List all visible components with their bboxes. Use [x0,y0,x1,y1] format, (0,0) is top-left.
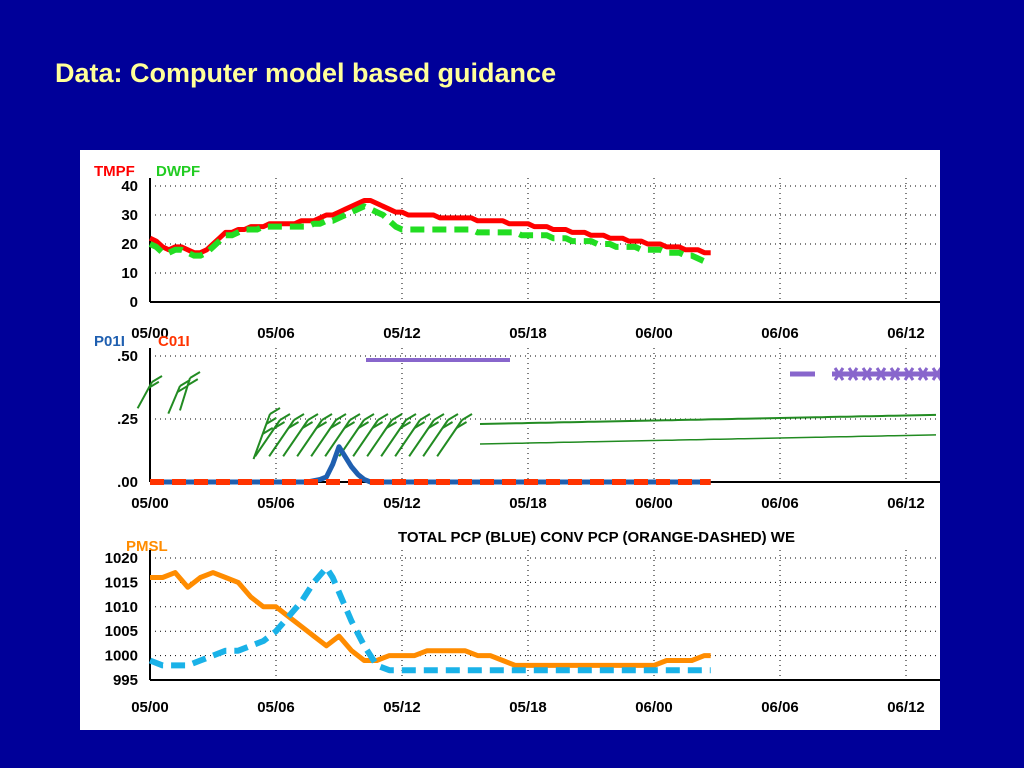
y-tick-label: 10 [121,265,138,282]
pressure-lines [148,564,711,674]
wind-barb [282,413,319,457]
wind-barb [136,375,163,409]
cloud-marker-x [847,367,859,381]
x-tick-label: 05/18 [509,495,547,512]
series-line-tmpf [148,198,711,256]
cloud-marker-x [917,367,929,381]
wind-barb-band [479,413,937,425]
wind-barb [167,379,191,415]
x-tick-label: 05/18 [509,325,547,342]
temperature-lines [148,198,712,268]
wind-barb [252,407,281,460]
cloud-marker-x [931,367,940,381]
x-tick-label: 05/12 [383,699,421,716]
legend-dwpf: DWPF [156,163,200,180]
precip-panel: P01I C01I .00 .25 .50 05/00 05/06 05/12 05/18… [94,333,940,512]
series-line-dwpf [148,203,712,268]
y-tick-label: 0 [130,294,138,311]
precip-x-ticks: 05/00 05/06 05/12 05/18 06/00 06/06 06/12 [131,495,925,512]
x-tick-label: 05/00 [131,495,169,512]
pressure-panel: PMSL TOTAL PCP (BLUE) CONV PCP (ORANGE-D… [105,529,940,716]
temperature-panel: TMPF DWPF 0 10 20 30 40 05/00 05/06 05/12 05/18… [94,163,940,342]
precip-y-ticks: .00 .25 .50 [117,348,138,491]
x-tick-label: 05/00 [131,325,169,342]
cloud-marker-x [833,367,845,381]
wind-barb [422,413,459,457]
precip-grid [149,348,940,483]
wind-barb [296,413,333,457]
x-tick-label: 06/06 [761,699,799,716]
temperature-y-ticks: 0 10 20 30 40 [121,178,138,311]
temperature-grid [149,178,940,303]
wind-barb [380,413,417,457]
legend-c01i: C01I [158,333,190,350]
wind-barb [268,413,305,457]
pressure-x-ticks: 05/00 05/06 05/12 05/18 06/00 06/06 06/12 [131,699,925,716]
y-tick-label: 1020 [105,550,138,567]
pressure-annotation: TOTAL PCP (BLUE) CONV PCP (ORANGE-DASHED… [398,529,795,546]
wind-barb [310,413,347,457]
y-tick-label: 40 [121,178,138,195]
legend-pmsl: PMSL [126,538,168,555]
y-tick-label: 1005 [105,623,138,640]
y-tick-label: 995 [113,672,138,689]
x-tick-label: 05/06 [257,699,295,716]
wind-barb [408,413,445,457]
wind-barb [178,371,201,411]
pressure-grid [149,550,940,681]
wind-barbs [136,371,937,460]
x-tick-label: 05/06 [257,495,295,512]
pressure-y-ticks: 995 1000 1005 1010 1015 1020 [105,550,138,689]
model-guidance-figure: TMPF DWPF 0 10 20 30 40 05/00 05/06 05/12 05/18… [80,150,940,730]
x-tick-label: 05/06 [257,325,295,342]
x-tick-label: 05/12 [383,495,421,512]
y-tick-label: .00 [117,474,138,491]
y-tick-label: 30 [121,207,138,224]
wind-barb [324,413,361,457]
wind-barb [254,413,291,457]
x-tick-label: 06/12 [887,495,925,512]
y-tick-label: 1010 [105,599,138,616]
legend-tmpf: TMPF [94,163,135,180]
cloud-marker-x [875,367,887,381]
x-tick-label: 06/00 [635,325,673,342]
y-tick-label: 1015 [105,574,138,591]
cloud-markers [366,358,940,381]
x-tick-label: 06/12 [887,699,925,716]
series-line-pmsl [150,570,711,668]
y-tick-label: .25 [117,411,138,428]
x-tick-label: 05/00 [131,699,169,716]
slide-title: Data: Computer model based guidance [55,58,557,88]
wind-barb [394,413,431,457]
series-line-p01i [150,444,711,485]
wind-barb [352,413,389,457]
legend-p01i: P01I [94,333,125,350]
x-tick-label: 05/12 [383,325,421,342]
x-tick-label: 06/00 [635,495,673,512]
y-tick-label: 1000 [105,648,138,665]
x-tick-label: 06/06 [761,495,799,512]
x-tick-label: 05/18 [509,699,547,716]
x-tick-label: 06/00 [635,699,673,716]
cloud-marker-x [903,367,915,381]
y-tick-label: .50 [117,348,138,365]
y-tick-label: 20 [121,236,138,253]
x-tick-label: 06/06 [761,325,799,342]
cloud-marker-x [861,367,873,381]
temperature-x-ticks: 05/00 05/06 05/12 05/18 06/00 06/06 06/12 [131,325,925,342]
cloud-marker-x [889,367,901,381]
precip-lines [150,444,711,485]
x-tick-label: 06/12 [887,325,925,342]
wind-barb [366,413,403,457]
wind-barb [436,413,473,457]
series-line-precip [148,564,711,674]
wind-barb-band-2 [479,434,937,445]
